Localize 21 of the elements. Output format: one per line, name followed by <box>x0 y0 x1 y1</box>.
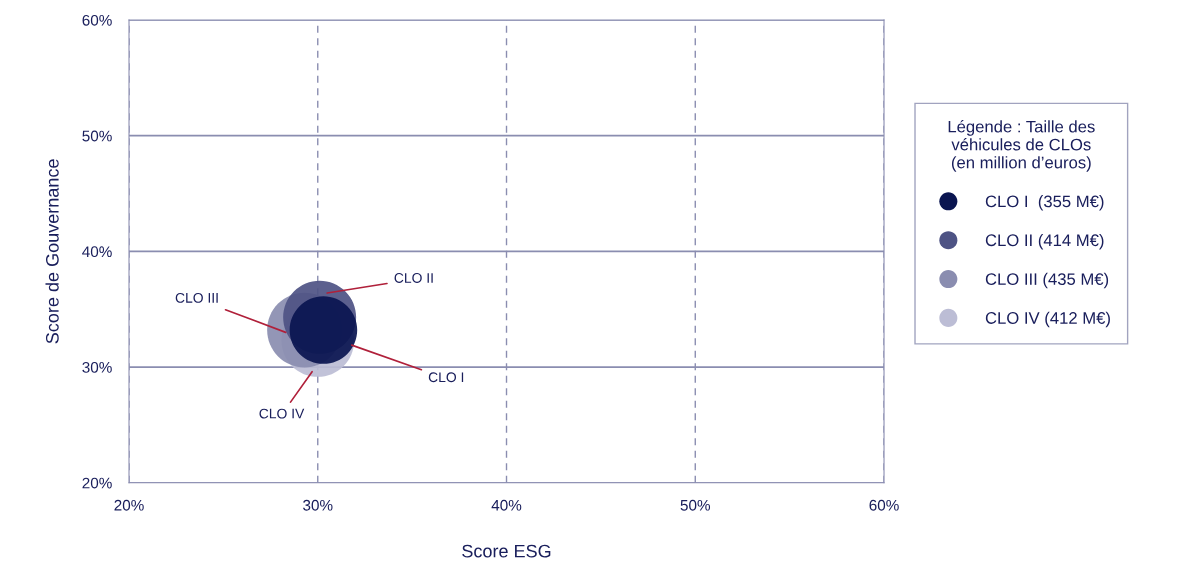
y-tick-label: 40% <box>82 246 112 258</box>
y-tick-label: 60% <box>82 14 112 26</box>
y-tick-label: 30% <box>82 361 112 373</box>
x-tick-label: 60% <box>869 499 899 511</box>
legend-label: CLO III (435 M€) <box>985 272 1109 289</box>
annotation: CLO I <box>428 372 464 383</box>
legend-label: CLO I (355 M€) <box>985 195 1104 211</box>
x-tick-label: 40% <box>491 499 522 511</box>
y-tick-label: 50% <box>82 130 112 142</box>
annotation: CLO IV <box>259 408 305 419</box>
legend-label: CLO IV (412 M€) <box>985 311 1110 328</box>
annotation: CLO II <box>394 273 433 283</box>
y-axis-title: Score de Gouvernance <box>45 159 59 344</box>
legend-title: Légende : Taille des véhicules de CLOs (en million d’euros) <box>948 120 1095 172</box>
legend-label: CLO II (414 M€) <box>985 233 1104 250</box>
x-tick-label: 30% <box>303 499 333 511</box>
y-tick-label: 20% <box>82 477 112 489</box>
x-tick-label: 20% <box>114 499 144 511</box>
x-axis-title: Score ESG <box>462 544 551 558</box>
annotation: CLO III <box>175 292 218 303</box>
x-tick-label: 50% <box>680 499 711 511</box>
